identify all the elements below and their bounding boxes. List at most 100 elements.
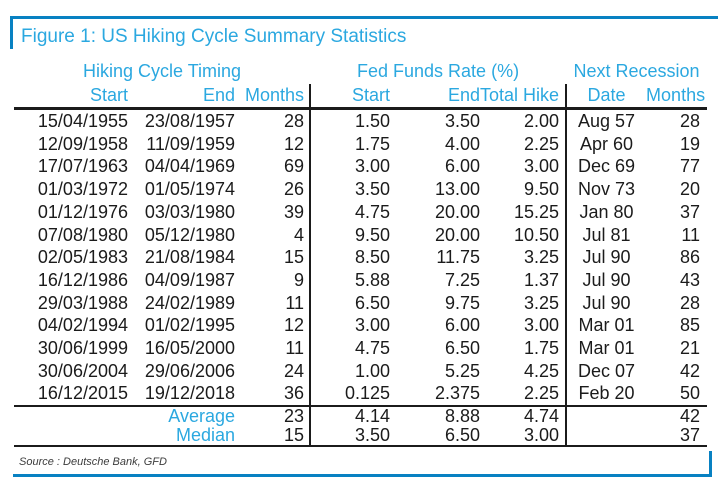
- column-header: Total Hike: [480, 84, 568, 110]
- table-cell: 4: [235, 223, 312, 247]
- summary-label: Median: [14, 426, 235, 448]
- table-cell: 3.50: [444, 111, 481, 131]
- table-row: 02/05/1983 21/08/1984 15 8.50 11.75 3.25 Jul 9…: [14, 246, 707, 269]
- table-row: 17/07/1963 04/04/1969 69 3.00 6.00 3.00 Dec 69…: [14, 155, 707, 179]
- summary-row: Median 15 3.50 6.50 3.00 37: [14, 426, 708, 448]
- table-cell: 4.75: [354, 338, 391, 359]
- summary-cell: [566, 405, 647, 427]
- table-cell: 15/04/1955: [37, 111, 128, 131]
- table-cell: 12: [235, 314, 312, 338]
- table-cell: 16/12/2015: [37, 383, 128, 404]
- table-cell: 1.75: [354, 133, 391, 154]
- table-cell: 29/03/1988: [37, 292, 128, 313]
- column-header: Months: [646, 84, 708, 110]
- table-cell: Jan 80: [579, 201, 634, 222]
- table-cell: 39: [235, 200, 312, 224]
- table-cell: 1.75: [480, 337, 568, 360]
- summary-cell: 15: [235, 426, 312, 448]
- table-cell: 16/12/1986: [37, 269, 128, 290]
- table-cell: 10.50: [480, 223, 568, 247]
- table-cell: 3.50: [354, 179, 391, 200]
- table-row: 04/02/1994 01/02/1995 12 3.00 6.00 3.00 Mar 01…: [14, 314, 707, 338]
- group-header: Fed Funds Rate (%): [357, 61, 520, 81]
- table-cell: 03/03/1980: [144, 201, 235, 222]
- table-cell: 30/06/1999: [37, 338, 128, 359]
- table-cell: Dec 69: [578, 156, 636, 177]
- table-cell: 9.75: [444, 292, 481, 313]
- summary-table: Hiking Cycle Timing Fed Funds Rate (%) Nex…: [14, 58, 708, 448]
- table-cell: 24: [235, 359, 312, 383]
- table-cell: 15: [235, 246, 312, 269]
- table-cell: 20: [680, 179, 701, 200]
- summary-label: Average: [14, 405, 235, 427]
- table-row: 07/08/1980 05/12/1980 4 9.50 20.00 10.50 Jul 8…: [14, 223, 707, 247]
- summary-cell: 4.74: [480, 405, 568, 427]
- table-cell: 12: [235, 132, 312, 156]
- table-cell: 11: [235, 337, 312, 360]
- top-rule: [10, 16, 718, 19]
- column-header: Start: [310, 84, 391, 110]
- group-header: Next Recession: [573, 61, 700, 81]
- column-header: Date: [566, 84, 647, 110]
- table-cell: 8.50: [354, 247, 391, 268]
- table-cell: 01/02/1995: [144, 315, 235, 336]
- table-cell: 11.75: [436, 247, 481, 268]
- table-cell: 1.00: [354, 360, 391, 381]
- table-cell: 13.00: [434, 179, 481, 200]
- table-cell: 43: [680, 269, 701, 290]
- table-cell: 11/09/1959: [146, 133, 235, 154]
- table-body: 15/04/1955 23/08/1957 28 1.50 3.50 2.00 Aug 57…: [14, 108, 708, 448]
- table-cell: Jul 81: [582, 224, 631, 245]
- table-cell: 01/03/1972: [37, 179, 128, 200]
- table-cell: 50: [680, 383, 701, 404]
- table-cell: 3.25: [480, 246, 568, 269]
- table-cell: 21: [680, 338, 701, 359]
- table-header: Hiking Cycle Timing Fed Funds Rate (%) Nex…: [14, 58, 708, 110]
- title-accent-bar: [10, 16, 13, 49]
- table-row: 01/12/1976 03/03/1980 39 4.75 20.00 15.25 Jan …: [14, 200, 707, 224]
- table-cell: 28: [680, 292, 701, 313]
- table-cell: 5.25: [444, 360, 481, 381]
- table-cell: 11: [681, 224, 701, 245]
- table-cell: 2.25: [480, 382, 568, 407]
- table-cell: 3.25: [480, 291, 568, 315]
- table-cell: Feb 20: [578, 383, 635, 404]
- table-cell: 07/08/1980: [37, 224, 128, 245]
- table-cell: 30/06/2004: [37, 360, 128, 381]
- table-cell: 11: [235, 291, 312, 315]
- summary-cell: 8.88: [390, 405, 481, 427]
- summary-cell: 4.14: [310, 405, 391, 427]
- table-cell: 19: [680, 133, 701, 154]
- summary-cell: 3.00: [480, 426, 568, 448]
- table-cell: 3.00: [354, 315, 391, 336]
- table-cell: 28: [680, 111, 701, 131]
- table-cell: 04/02/1994: [37, 315, 128, 336]
- summary-cell: 42: [646, 405, 708, 427]
- table-cell: 28: [235, 108, 312, 133]
- table-cell: 36: [235, 382, 312, 407]
- table-cell: 85: [680, 315, 701, 336]
- table-cell: 37: [680, 201, 701, 222]
- table-cell: 6.50: [444, 338, 481, 359]
- summary-cell: 3.50: [310, 426, 391, 448]
- summary-cell: 23: [235, 405, 312, 427]
- table-cell: 21/08/1984: [144, 247, 235, 268]
- group-header-row: Hiking Cycle Timing Fed Funds Rate (%) Nex…: [14, 58, 707, 84]
- table-cell: Aug 57: [578, 111, 636, 131]
- table-cell: 23/08/1957: [144, 111, 235, 131]
- table-cell: Apr 60: [580, 133, 634, 154]
- table-cell: 29/06/2006: [144, 360, 235, 381]
- table-cell: 3.00: [354, 156, 391, 177]
- table-row: 30/06/1999 16/05/2000 11 4.75 6.50 1.75 Mar 01…: [14, 337, 707, 360]
- table-cell: 24/02/1989: [144, 292, 235, 313]
- table-row: 29/03/1988 24/02/1989 11 6.50 9.75 3.25 Jul 90…: [14, 291, 707, 315]
- table-cell: Jul 90: [582, 247, 631, 268]
- table-cell: 7.25: [444, 269, 481, 290]
- table-cell: 6.50: [354, 292, 391, 313]
- table-cell: 4.75: [354, 201, 391, 222]
- table-cell: 20.00: [434, 201, 481, 222]
- table-cell: 2.25: [480, 132, 568, 156]
- table-cell: Mar 01: [578, 338, 635, 359]
- bottom-right-accent-bar: [709, 451, 712, 477]
